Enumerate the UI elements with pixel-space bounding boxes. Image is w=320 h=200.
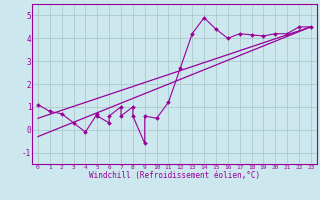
X-axis label: Windchill (Refroidissement éolien,°C): Windchill (Refroidissement éolien,°C) <box>89 171 260 180</box>
